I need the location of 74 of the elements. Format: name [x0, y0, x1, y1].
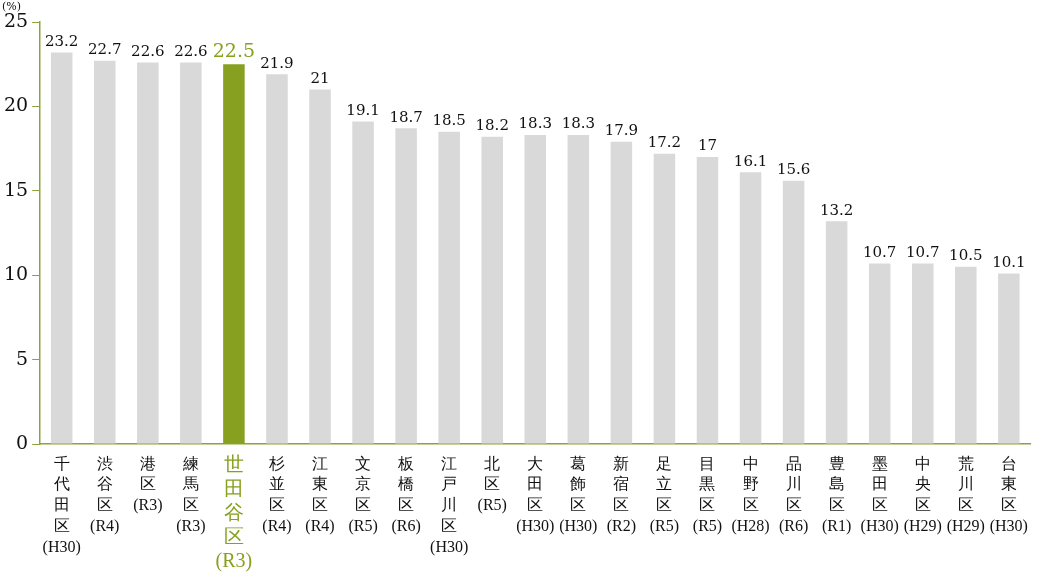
x-tick-label: 足立区(R5) — [649, 454, 680, 535]
data-label: 10.7 — [862, 242, 897, 261]
x-tick-label: 目黒区(R5) — [692, 454, 723, 535]
data-label: 18.3 — [561, 114, 596, 133]
x-tick-label: 練馬区(R3) — [176, 454, 206, 535]
x-tick-label: 千代田区(H30) — [42, 454, 81, 556]
x-tick-label: 新宿区(R2) — [606, 454, 637, 535]
x-tick-label: 葛飾区(H30) — [559, 454, 598, 535]
bar — [481, 136, 503, 444]
data-label: 22.6 — [131, 41, 165, 60]
bar — [266, 74, 288, 444]
bar — [955, 266, 977, 444]
y-tick-label: 5 — [16, 346, 29, 369]
x-tick-label: 杉並区(R4) — [262, 454, 292, 535]
bar — [739, 172, 762, 444]
bar — [911, 263, 934, 444]
bar — [868, 263, 891, 444]
data-label: 19.1 — [346, 100, 380, 119]
data-label: 22.5 — [212, 38, 256, 61]
data-label: 21.9 — [260, 53, 294, 72]
bar — [524, 135, 547, 444]
bar — [567, 135, 590, 444]
data-label: 17 — [697, 136, 718, 155]
data-label: 15.6 — [776, 160, 811, 179]
data-label: 18.3 — [518, 114, 552, 133]
y-tick-label: 0 — [16, 430, 29, 453]
bar — [309, 89, 331, 444]
bar — [782, 180, 805, 444]
bar — [352, 121, 374, 444]
x-tick-label: 荒川区(H29) — [946, 454, 985, 535]
x-tick-label: 江東区(R4) — [305, 454, 335, 535]
y-tick-label: 15 — [3, 177, 29, 200]
bar — [610, 141, 633, 444]
bar — [137, 62, 159, 444]
data-label: 13.2 — [819, 200, 854, 219]
x-tick-label: 豊島区(R1) — [821, 454, 852, 535]
data-label: 18.2 — [475, 116, 509, 135]
bar — [50, 52, 73, 444]
bar — [395, 128, 417, 444]
x-tick-label: 江戸川区(H30) — [430, 454, 469, 556]
data-label: 18.5 — [432, 111, 466, 130]
bar — [825, 221, 848, 444]
x-tick-label: 中央区(H29) — [903, 454, 942, 535]
bar — [998, 273, 1020, 444]
x-tick-label: 世田谷区(R3) — [215, 453, 253, 573]
data-label: 23.2 — [45, 31, 79, 50]
bar — [438, 131, 460, 444]
x-tick-label: 港区(R3) — [133, 454, 163, 515]
data-label: 21 — [310, 68, 330, 87]
data-label: 10.1 — [992, 252, 1026, 271]
bar — [696, 157, 719, 444]
data-label: 22.6 — [174, 41, 208, 60]
data-label: 22.7 — [88, 40, 122, 59]
x-tick-label: 板橋区(R6) — [391, 454, 421, 535]
x-tick-label: 品川区(R6) — [778, 454, 809, 535]
bar — [180, 62, 202, 444]
x-tick-label: 台東区(H30) — [989, 454, 1028, 535]
data-label: 10.7 — [906, 242, 940, 261]
bar — [93, 60, 116, 444]
data-label: 10.5 — [949, 246, 983, 265]
data-label: 17.2 — [647, 133, 682, 152]
x-tick-label: 中野区(H28) — [731, 454, 770, 535]
x-tick-label: 北区(R5) — [477, 454, 507, 515]
data-label: 16.1 — [733, 151, 768, 170]
bar — [653, 153, 676, 444]
y-tick-label: 10 — [3, 262, 29, 285]
data-label: 17.9 — [604, 121, 639, 140]
data-label: 18.7 — [389, 107, 423, 126]
x-tick-label: 墨田区(H30) — [860, 454, 899, 535]
bar — [223, 64, 245, 444]
y-tick-label: 20 — [3, 93, 29, 116]
x-tick-label: 渋谷区(R4) — [90, 454, 120, 535]
x-tick-label: 文京区(R5) — [348, 454, 378, 535]
x-tick-label: 大田区(H30) — [516, 454, 555, 535]
